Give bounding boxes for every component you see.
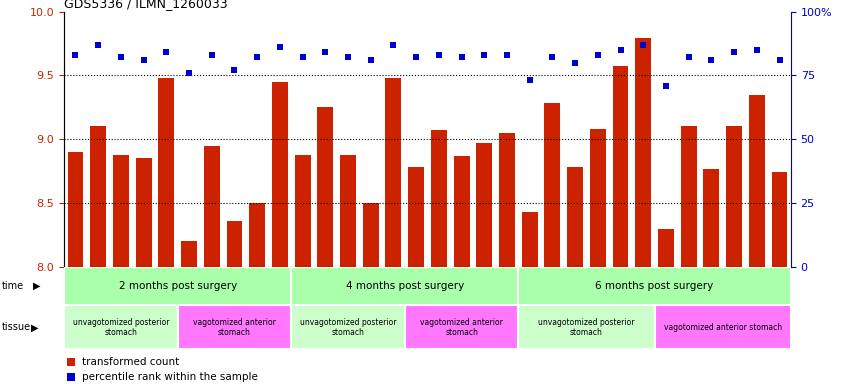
Bar — [158, 78, 174, 267]
Bar — [408, 167, 424, 267]
Point — [455, 55, 469, 61]
Text: GDS5336 / ILMN_1260033: GDS5336 / ILMN_1260033 — [64, 0, 227, 10]
Text: vagotomized anterior
stomach: vagotomized anterior stomach — [420, 318, 503, 337]
Point — [659, 83, 673, 89]
Bar — [476, 143, 492, 267]
Point — [64, 359, 79, 365]
Text: time: time — [2, 281, 24, 291]
Bar — [64, 267, 292, 305]
Bar — [704, 169, 719, 267]
Bar — [113, 154, 129, 267]
Point — [114, 55, 127, 61]
Bar — [522, 212, 538, 267]
Text: ▶: ▶ — [32, 281, 40, 291]
Bar — [590, 129, 606, 267]
Bar — [68, 152, 84, 267]
Point — [500, 52, 514, 58]
Bar — [404, 305, 518, 349]
Point — [523, 78, 537, 84]
Text: 4 months post surgery: 4 months post surgery — [345, 281, 464, 291]
Bar — [749, 94, 764, 267]
Bar — [658, 228, 674, 267]
Bar — [181, 242, 197, 267]
Text: unvagotomized posterior
stomach: unvagotomized posterior stomach — [300, 318, 396, 337]
Bar — [91, 126, 106, 267]
Bar — [363, 203, 379, 267]
Point — [296, 55, 310, 61]
Bar — [64, 305, 178, 349]
Text: vagotomized anterior stomach: vagotomized anterior stomach — [663, 323, 781, 332]
Point — [773, 57, 787, 63]
Bar — [295, 154, 310, 267]
Text: ▶: ▶ — [31, 322, 38, 333]
Point — [705, 57, 718, 63]
Bar — [499, 133, 515, 267]
Bar — [518, 267, 791, 305]
Bar — [518, 305, 655, 349]
Point — [205, 52, 219, 58]
Bar — [386, 78, 401, 267]
Point — [591, 52, 604, 58]
Text: percentile rank within the sample: percentile rank within the sample — [82, 372, 258, 382]
Point — [681, 55, 695, 61]
Point — [64, 374, 79, 380]
Bar — [227, 221, 243, 267]
Bar — [655, 305, 791, 349]
Point — [318, 49, 332, 55]
Point — [137, 57, 150, 63]
Point — [182, 70, 196, 76]
Text: vagotomized anterior
stomach: vagotomized anterior stomach — [193, 318, 276, 337]
Point — [364, 57, 378, 63]
Bar — [612, 66, 628, 267]
Point — [728, 49, 741, 55]
Point — [91, 41, 105, 48]
Bar — [545, 103, 560, 267]
Bar — [726, 126, 742, 267]
Bar — [292, 267, 518, 305]
Point — [227, 67, 241, 73]
Point — [569, 60, 582, 66]
Point — [160, 49, 174, 55]
Bar — [681, 126, 697, 267]
Bar — [635, 38, 652, 267]
Point — [68, 52, 82, 58]
Point — [614, 47, 628, 53]
Bar — [178, 305, 292, 349]
Bar — [292, 305, 404, 349]
Point — [341, 55, 355, 61]
Point — [750, 47, 764, 53]
Text: tissue: tissue — [2, 322, 31, 333]
Point — [636, 41, 650, 48]
Bar — [203, 146, 220, 267]
Text: 2 months post surgery: 2 months post surgery — [119, 281, 237, 291]
Point — [386, 41, 400, 48]
Bar — [454, 156, 469, 267]
Point — [251, 55, 264, 61]
Text: 6 months post surgery: 6 months post surgery — [595, 281, 714, 291]
Bar — [272, 82, 288, 267]
Point — [410, 55, 423, 61]
Bar — [567, 167, 583, 267]
Bar — [340, 154, 356, 267]
Text: unvagotomized posterior
stomach: unvagotomized posterior stomach — [539, 318, 634, 337]
Text: unvagotomized posterior
stomach: unvagotomized posterior stomach — [73, 318, 169, 337]
Text: transformed count: transformed count — [82, 356, 180, 367]
Bar — [431, 130, 447, 267]
Point — [273, 44, 286, 50]
Bar — [249, 203, 265, 267]
Bar — [771, 172, 787, 267]
Point — [545, 55, 559, 61]
Point — [432, 52, 445, 58]
Point — [477, 52, 491, 58]
Bar — [317, 107, 333, 267]
Bar — [136, 158, 151, 267]
